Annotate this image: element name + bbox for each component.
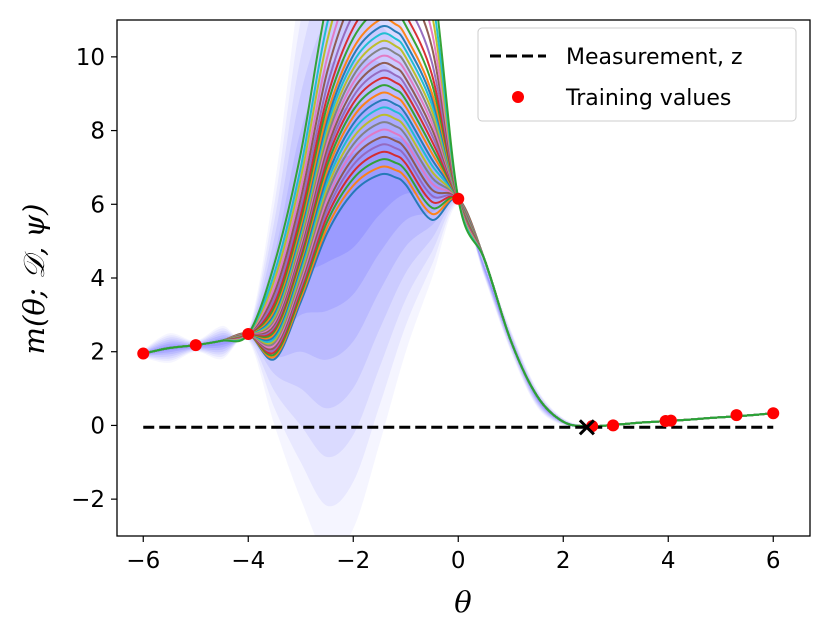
y-tick-label-1: 0 — [90, 413, 105, 439]
band-layer-6 — [143, 20, 774, 507]
x-axis-label: θ — [454, 585, 471, 619]
x-tick-label-3: 0 — [451, 548, 466, 574]
training-point-8 — [664, 414, 677, 427]
legend-red-dot-swatch — [512, 91, 524, 103]
curve-sample-11 — [143, 98, 774, 428]
curve-sample-2 — [143, 165, 774, 428]
band-layer-1 — [143, 136, 774, 427]
training-point-3 — [242, 328, 255, 341]
y-tick-label-6: 10 — [76, 45, 105, 71]
band-layer-4 — [143, 20, 774, 427]
estimate-x-marker — [578, 419, 595, 436]
training-point-6 — [607, 419, 620, 432]
x-tick-label-0: −6 — [126, 548, 160, 574]
curve-sample-1 — [143, 172, 774, 428]
x-tick-label-1: −4 — [231, 548, 265, 574]
training-point-1 — [137, 347, 150, 360]
legend-label-measurement: Measurement, z — [566, 45, 743, 70]
x-tick-label-2: −2 — [336, 548, 370, 574]
band-layer-2 — [143, 100, 774, 427]
training-point-2 — [189, 339, 202, 352]
curve-sample-15 — [143, 69, 774, 428]
training-point-10 — [767, 407, 780, 420]
x-tick-label-5: 4 — [661, 548, 676, 574]
curve-sample-5 — [143, 143, 774, 428]
curve-sample-8 — [143, 121, 774, 428]
curve-sample-7 — [143, 128, 774, 428]
curve-sample-10 — [143, 106, 774, 428]
curve-sample-13 — [143, 84, 774, 428]
curve-sample-6 — [143, 135, 774, 428]
curve-sample-12 — [143, 91, 774, 428]
y-tick-label-5: 8 — [90, 119, 105, 145]
training-point-4 — [452, 192, 465, 205]
y-tick-label-2: 2 — [90, 340, 105, 366]
curve-sample-30 — [143, 20, 774, 428]
training-point-9 — [730, 409, 743, 422]
y-tick-label-0: −2 — [71, 487, 105, 513]
legend-label-training: Training values — [565, 86, 731, 111]
curve-sample-14 — [143, 76, 774, 428]
y-tick-label-4: 6 — [90, 192, 105, 218]
x-tick-label-6: 6 — [766, 548, 781, 574]
curve-sample-9 — [143, 113, 774, 428]
y-tick-label-3: 4 — [90, 266, 105, 292]
band-layer-5 — [143, 20, 774, 458]
axis-ticks: −6 −4 −2 0 2 4 6 −2 0 2 4 6 8 10 — [71, 45, 780, 574]
x-tick-label-4: 2 — [556, 548, 571, 574]
legend: Measurement, z Training values — [477, 27, 797, 122]
y-axis-label: m(θ; 𝒟, ψ) — [17, 204, 51, 355]
legend-box — [477, 27, 797, 122]
training-points — [137, 192, 780, 436]
